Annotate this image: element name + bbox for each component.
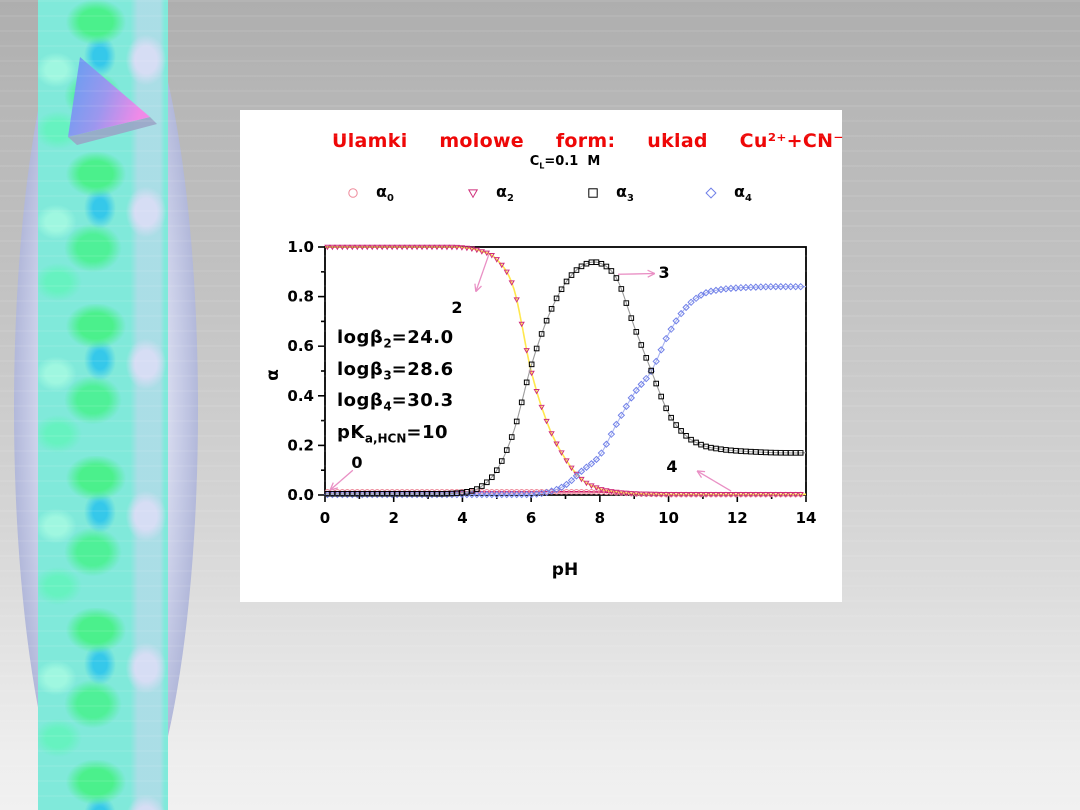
- annotation-arrow: [329, 469, 354, 491]
- chart-panel: Ulamki molowe form: uklad Cu²⁺+CN⁻ CL=0.…: [240, 110, 844, 602]
- markers-alpha3: [324, 259, 804, 497]
- legend-item-alpha4: α4: [703, 182, 752, 204]
- x-tick-label: 4: [457, 509, 467, 527]
- annotation-arrowhead: [647, 269, 656, 275]
- legend-item-alpha2: α2: [465, 182, 514, 204]
- triangle: [68, 57, 150, 137]
- subtitle-subscript: L: [539, 161, 545, 171]
- annotation-arrowhead: [474, 283, 477, 292]
- annotation-arrowhead: [475, 285, 482, 293]
- x-tick-label: 6: [526, 509, 536, 527]
- annotation-arrowhead: [647, 272, 656, 278]
- legend-label: α0: [376, 181, 394, 205]
- annotation-arrowhead: [697, 470, 706, 473]
- chart-subtitle: CL=0.1 M: [288, 154, 842, 171]
- annotation-arrowhead: [329, 482, 334, 491]
- y-tick-label: 0.6: [287, 337, 314, 355]
- alpha-vs-ph-chart: 0 2 4 6 8 10 12 14 0.0 0.2 0.4 0.6 0.8 1.0 pH α 0 2 3 4: [263, 238, 817, 580]
- triangle-shadow: [68, 117, 157, 145]
- y-tick-label: 0.8: [287, 288, 314, 306]
- x-axis-label: pH: [552, 560, 578, 580]
- equilibrium-constants: logβ2=24.0 logβ3=28.6 logβ4=30.3 pKa,HCN=10: [337, 325, 454, 451]
- x-tick-label: 0: [320, 509, 330, 527]
- curve-label-0: 0: [351, 453, 362, 472]
- equation-line: pKa,HCN=10: [337, 421, 449, 446]
- chart-title: Ulamki molowe form: uklad Cu²⁺+CN⁻: [332, 130, 844, 152]
- markers-alpha2: [324, 244, 804, 498]
- curve-label-2: 2: [451, 298, 462, 317]
- equation-line: logβ2=24.0: [337, 327, 454, 351]
- legend-item-alpha3: α3: [585, 182, 634, 204]
- subtitle-value: =0.1 M: [544, 154, 601, 169]
- equation-line: logβ4=30.3: [337, 390, 454, 414]
- curve-label-4: 4: [666, 457, 677, 476]
- square-marker-icon: [588, 188, 598, 198]
- x-tick-label: 14: [796, 509, 817, 527]
- markers-alpha4: [323, 282, 805, 499]
- x-tick-label: 12: [727, 509, 748, 527]
- y-axis-label: α: [263, 369, 283, 381]
- gradient-triangle-icon: [68, 57, 157, 145]
- y-tick-label: 0.4: [287, 387, 314, 405]
- annotation-arrow: [475, 254, 490, 292]
- annotation-arrow: [618, 272, 655, 275]
- legend-label: α2: [496, 181, 514, 205]
- equation-line: logβ3=28.6: [337, 358, 454, 383]
- legend-label: α4: [734, 181, 752, 205]
- legend-item-alpha0: α0: [345, 182, 394, 204]
- subtitle-symbol: C: [529, 154, 540, 169]
- curve-label-3: 3: [659, 263, 670, 282]
- y-tick-label: 0.0: [287, 486, 314, 504]
- diamond-marker-icon: [705, 187, 717, 199]
- y-tick-label: 0.2: [287, 436, 314, 454]
- annotation-arrowhead: [329, 487, 339, 491]
- y-tick-label: 1.0: [287, 238, 314, 256]
- legend-label: α3: [616, 181, 634, 205]
- x-tick-label: 10: [658, 509, 679, 527]
- annotation-arrow: [696, 470, 732, 492]
- triangle-down-marker-icon: [467, 189, 479, 199]
- circle-marker-icon: [348, 188, 358, 198]
- x-tick-label: 2: [388, 509, 398, 527]
- annotation-arrowhead: [696, 470, 703, 478]
- x-tick-label: 8: [595, 509, 605, 527]
